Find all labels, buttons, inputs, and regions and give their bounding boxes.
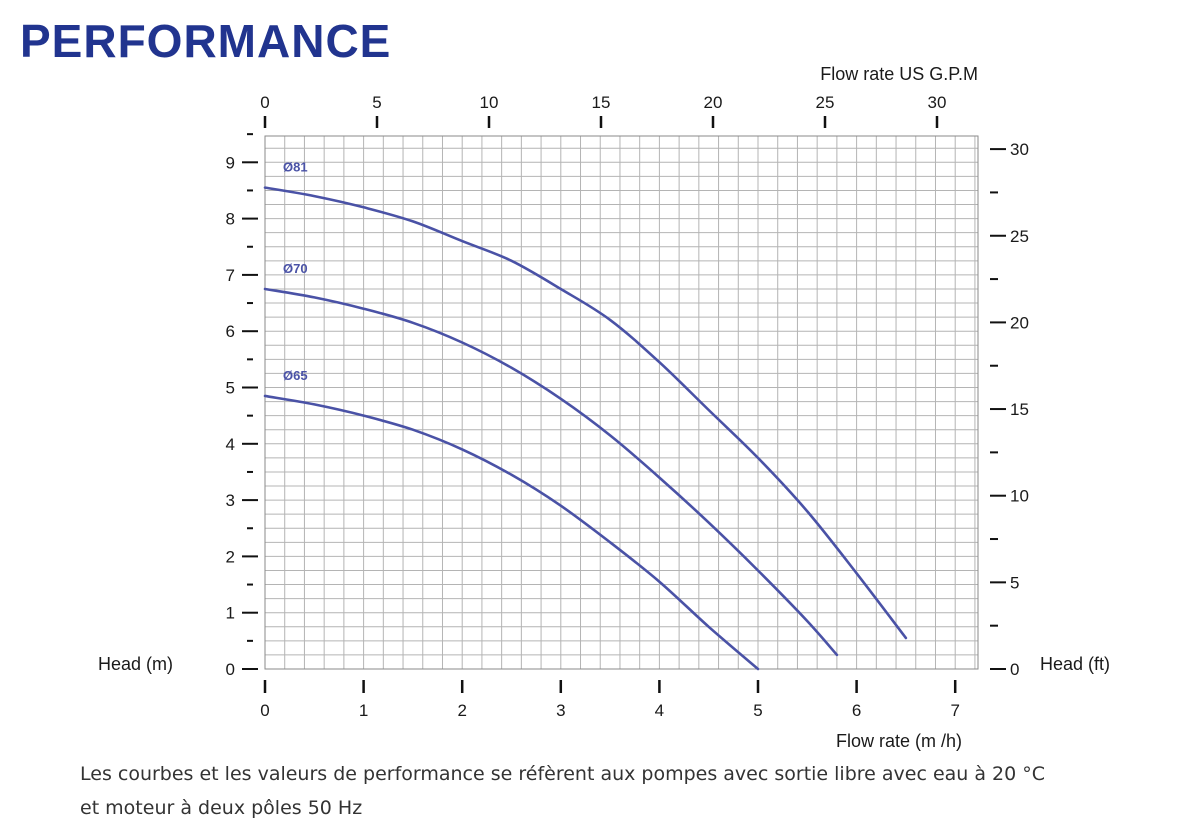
y2-tick-label: 0 [1010,660,1019,679]
x-tick-label: 1 [359,701,368,720]
x-tick-label: 5 [753,701,762,720]
x2-tick-label: 0 [260,93,269,112]
y-tick-label: 0 [226,660,235,679]
x2-tick-label: 20 [704,93,723,112]
y2-tick-label: 25 [1010,227,1029,246]
series-line-3 [263,394,760,671]
x-tick-label: 7 [950,701,959,720]
chart-axes [242,116,1006,693]
x-tick-label: 2 [457,701,466,720]
chart-curves [263,186,908,671]
performance-note: Les courbes et les valeurs de performanc… [80,757,1180,825]
y-tick-label: 1 [226,604,235,623]
performance-note-line-1: Les courbes et les valeurs de performanc… [80,763,1046,785]
y2-tick-label: 10 [1010,487,1029,506]
y-tick-label: 6 [226,322,235,341]
y2-tick-label: 20 [1010,313,1029,332]
performance-note-line-2: et moteur à deux pôles 50 Hz [80,797,363,819]
series-label-2: Ø70 [283,261,308,276]
y-tick-label: 2 [226,547,235,566]
chart-labels: 0 1 2 3 4 5 6 7 8 9 0 5 10 15 20 25 30 0 1 2 3 4 5 6 7 0 5 10 15 20 25… [98,64,1110,751]
y2-tick-label: 15 [1010,400,1029,419]
series-line-2 [263,287,839,657]
y-tick-label: 9 [226,153,235,172]
y-tick-label: 7 [226,266,235,285]
y2-axis-title: Head (ft) [1040,654,1110,674]
y-axis-title: Head (m) [98,654,173,674]
x2-tick-label: 30 [928,93,947,112]
x2-tick-label: 10 [480,93,499,112]
performance-chart: 0 1 2 3 4 5 6 7 8 9 0 5 10 15 20 25 30 0 1 2 3 4 5 6 7 0 5 10 15 20 25… [98,64,1110,751]
x-tick-label: 6 [852,701,861,720]
x2-tick-label: 15 [592,93,611,112]
y-tick-label: 8 [226,210,235,229]
x2-tick-label: 5 [372,93,381,112]
chart-grid [264,135,979,670]
series-label-1: Ø81 [283,160,308,175]
y2-tick-label: 5 [1010,573,1019,592]
series-line-1 [263,186,908,640]
y-tick-label: 3 [226,491,235,510]
y2-tick-label: 30 [1010,140,1029,159]
x-axis-title: Flow rate (m /h) [836,731,962,751]
plot-frame [264,135,979,670]
series-label-3: Ø65 [283,368,308,383]
y-tick-label: 5 [226,379,235,398]
x2-tick-label: 25 [816,93,835,112]
x-tick-label: 4 [655,701,664,720]
x-tick-label: 0 [260,701,269,720]
page-title: PERFORMANCE [20,15,392,67]
x2-axis-title: Flow rate US G.P.M [820,64,978,84]
y-tick-label: 4 [226,435,235,454]
x-tick-label: 3 [556,701,565,720]
